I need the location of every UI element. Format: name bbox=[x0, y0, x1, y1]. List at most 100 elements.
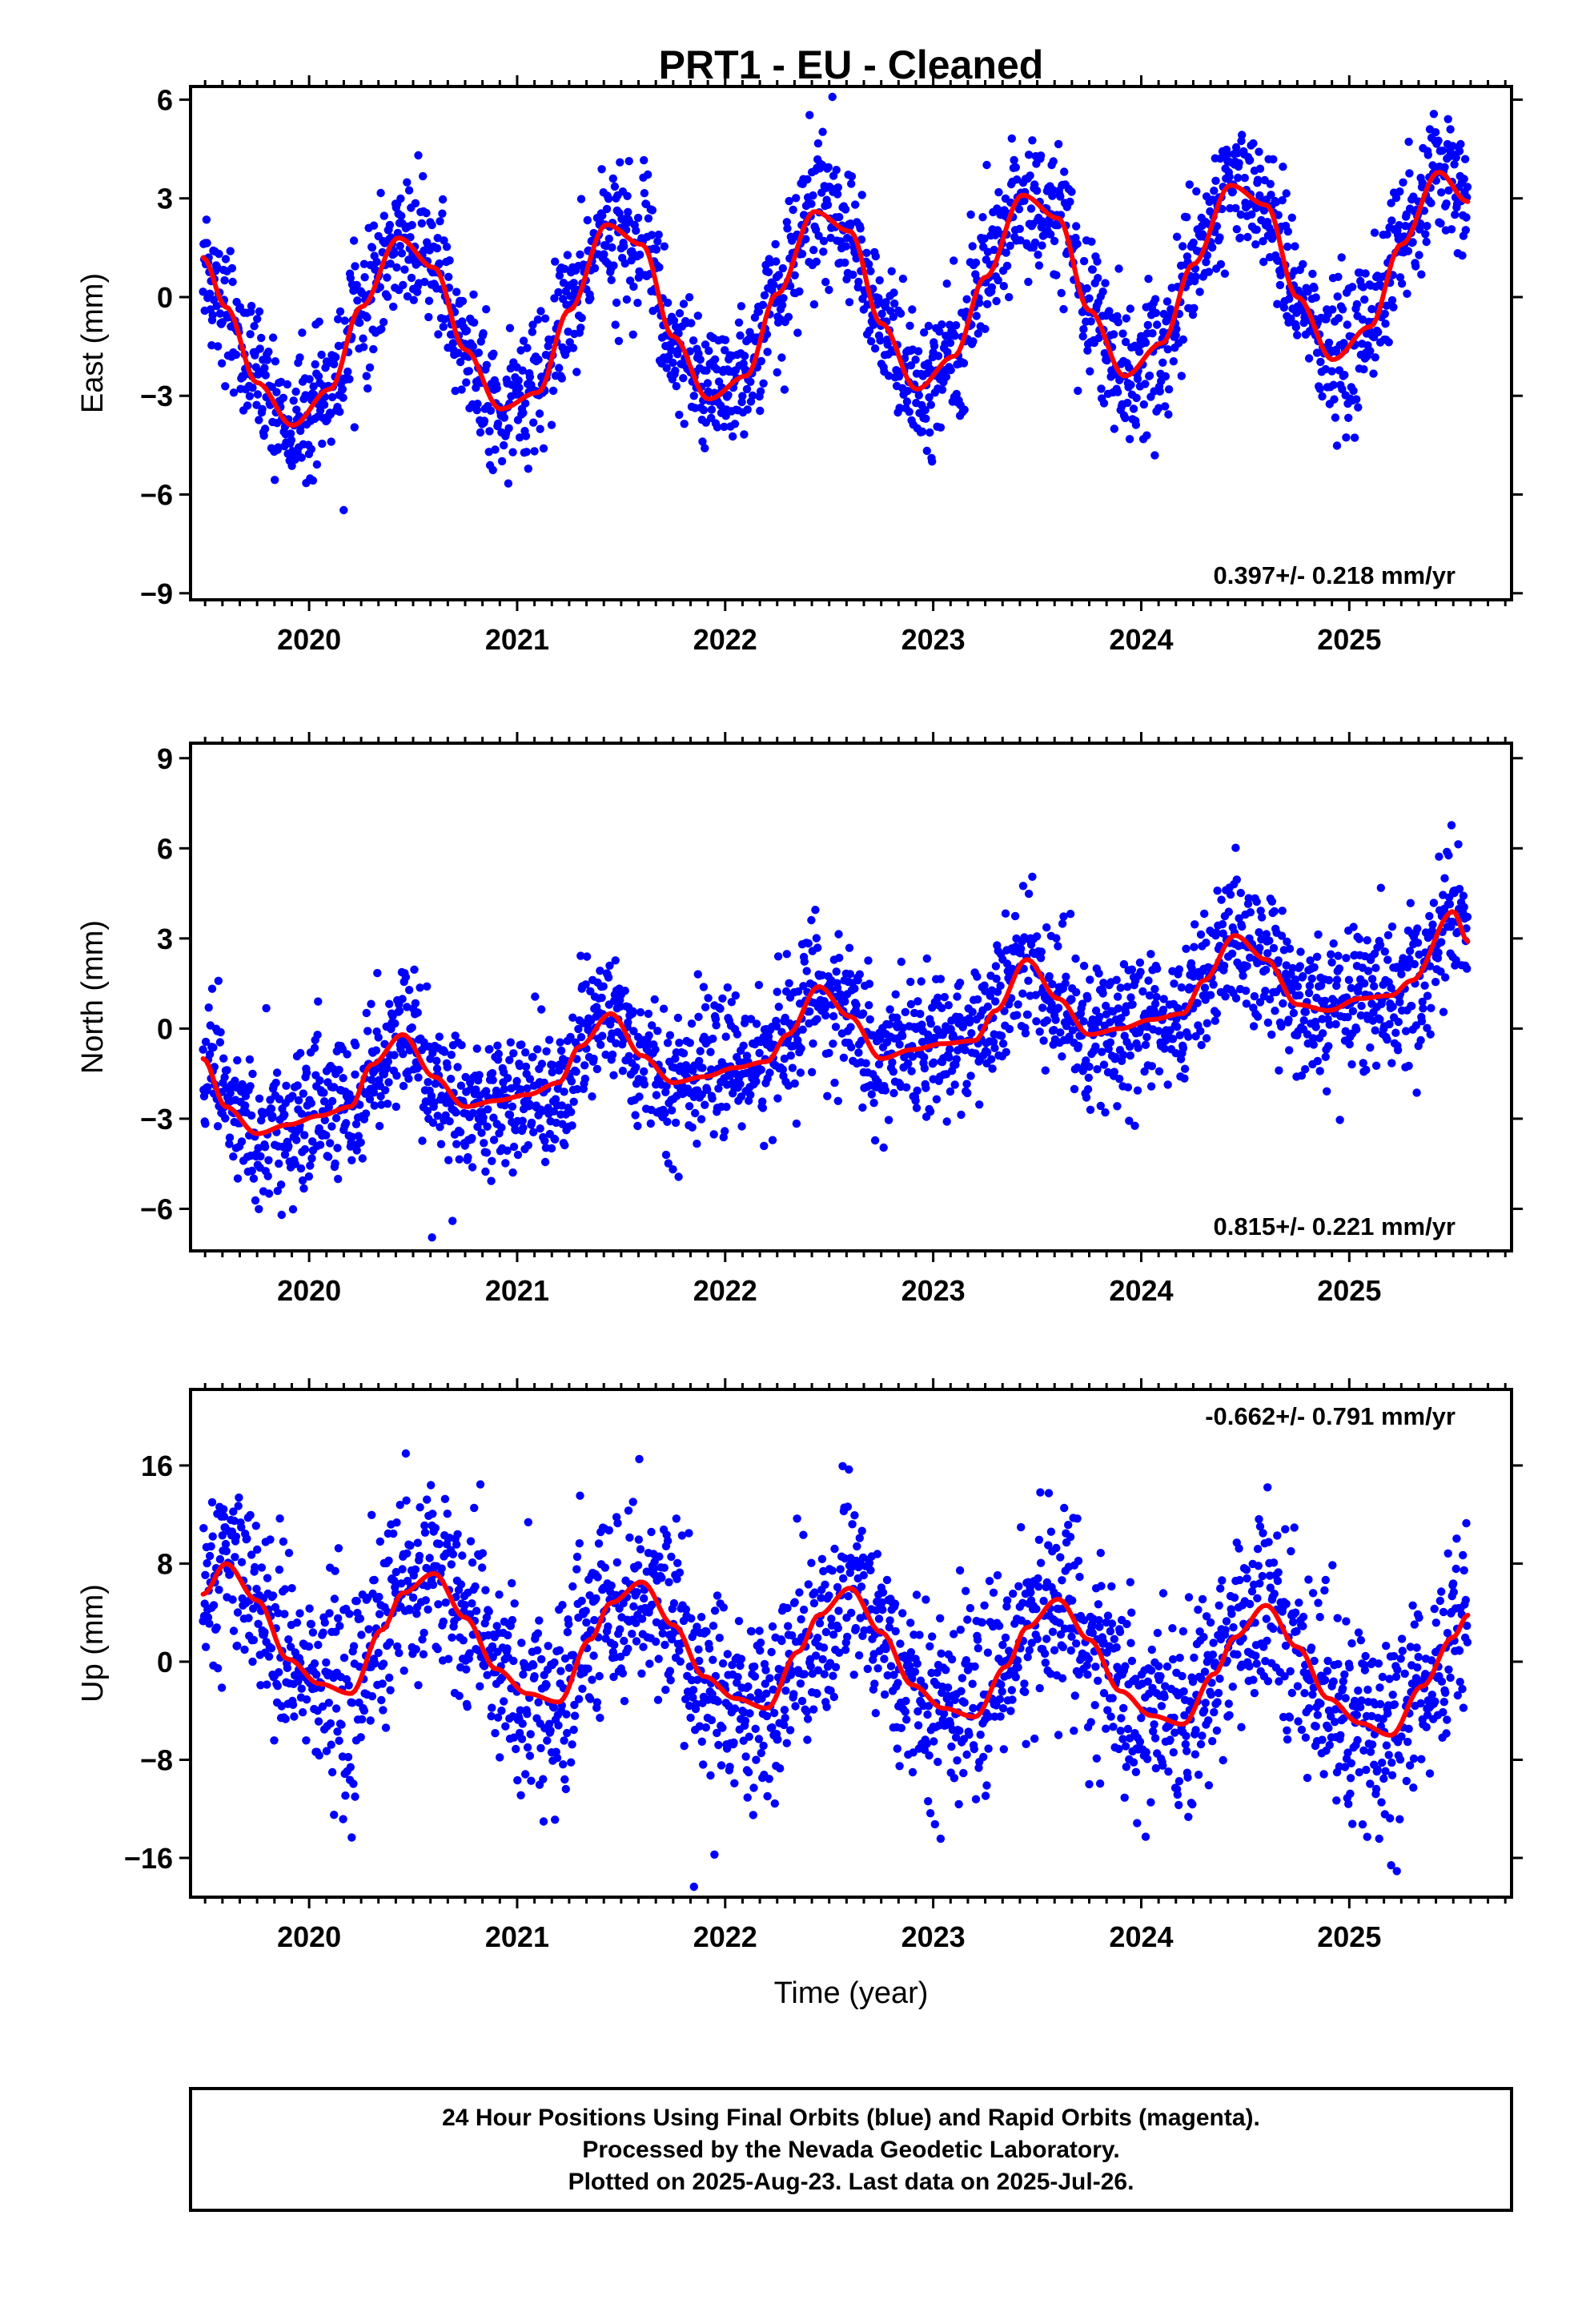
data-point bbox=[736, 331, 745, 340]
data-point bbox=[1331, 1019, 1340, 1029]
data-point bbox=[327, 437, 335, 446]
y-tick-label: 0 bbox=[157, 1012, 173, 1045]
data-point bbox=[774, 1003, 783, 1011]
data-point bbox=[821, 1011, 830, 1020]
data-point bbox=[1126, 304, 1135, 313]
data-point bbox=[1283, 937, 1291, 947]
data-point bbox=[1160, 1044, 1169, 1053]
data-point bbox=[1315, 1067, 1324, 1076]
data-point bbox=[966, 210, 975, 219]
data-point bbox=[809, 246, 818, 255]
data-point bbox=[705, 346, 713, 356]
data-point bbox=[252, 1584, 261, 1594]
data-point bbox=[701, 1100, 709, 1109]
data-point bbox=[846, 1023, 855, 1031]
data-point bbox=[477, 1128, 486, 1137]
data-point bbox=[877, 309, 886, 319]
data-point bbox=[689, 336, 698, 345]
data-point bbox=[480, 416, 489, 425]
data-point bbox=[473, 1122, 482, 1132]
data-point bbox=[942, 1117, 951, 1126]
data-point bbox=[555, 364, 564, 372]
data-point bbox=[805, 1007, 814, 1016]
data-point bbox=[1311, 293, 1320, 302]
data-point bbox=[255, 307, 264, 316]
data-point bbox=[361, 1109, 371, 1118]
data-point bbox=[831, 1023, 841, 1031]
data-point bbox=[1339, 339, 1348, 348]
data-point bbox=[1191, 272, 1200, 281]
data-point bbox=[814, 231, 823, 240]
data-point bbox=[203, 1083, 212, 1092]
data-point bbox=[702, 366, 711, 375]
data-point bbox=[1163, 1080, 1172, 1089]
data-point bbox=[505, 1110, 515, 1120]
data-point bbox=[1125, 1116, 1134, 1125]
data-point bbox=[319, 400, 329, 409]
data-point bbox=[1150, 999, 1160, 1008]
data-point bbox=[528, 328, 536, 336]
data-point bbox=[1361, 269, 1370, 278]
data-point bbox=[267, 1104, 276, 1113]
data-point bbox=[1274, 956, 1283, 965]
data-point bbox=[479, 329, 488, 338]
data-point bbox=[1036, 151, 1046, 160]
data-point bbox=[1099, 399, 1109, 408]
data-point bbox=[1153, 320, 1162, 329]
data-point bbox=[1091, 1042, 1100, 1051]
data-point bbox=[1259, 257, 1268, 267]
data-point bbox=[1170, 979, 1178, 988]
data-point bbox=[458, 296, 468, 306]
data-point bbox=[622, 295, 632, 304]
data-point bbox=[1212, 222, 1222, 231]
data-point bbox=[1412, 1088, 1421, 1097]
data-point bbox=[1255, 147, 1263, 156]
data-point bbox=[505, 324, 515, 332]
x-tick-label: 2021 bbox=[485, 623, 549, 656]
data-point bbox=[930, 1058, 938, 1067]
data-point bbox=[314, 997, 323, 1006]
data-point bbox=[379, 211, 388, 220]
data-point bbox=[624, 207, 632, 216]
data-point bbox=[906, 999, 916, 1009]
data-point bbox=[375, 1537, 384, 1546]
data-point bbox=[219, 1512, 229, 1521]
data-point bbox=[693, 970, 702, 979]
data-point bbox=[312, 460, 322, 469]
data-point bbox=[1082, 1056, 1090, 1065]
data-point bbox=[379, 1706, 387, 1715]
data-point bbox=[297, 1684, 306, 1693]
data-point bbox=[847, 179, 856, 188]
data-point bbox=[225, 1570, 235, 1579]
data-point bbox=[867, 1090, 877, 1099]
data-point bbox=[1463, 183, 1472, 191]
data-point bbox=[689, 392, 698, 400]
data-point bbox=[1130, 1121, 1139, 1131]
data-point bbox=[576, 324, 585, 332]
data-point bbox=[597, 993, 606, 1003]
data-point bbox=[366, 1716, 375, 1725]
data-point bbox=[1079, 961, 1089, 971]
data-point bbox=[823, 1092, 832, 1100]
data-point bbox=[1196, 1027, 1205, 1035]
data-point bbox=[399, 280, 408, 290]
data-point bbox=[1228, 187, 1238, 196]
data-point bbox=[201, 1037, 211, 1047]
data-point bbox=[1288, 963, 1297, 973]
data-point bbox=[950, 256, 958, 265]
data-point bbox=[1250, 991, 1259, 1001]
data-point bbox=[813, 943, 822, 952]
data-point bbox=[758, 1097, 767, 1106]
data-point bbox=[866, 267, 875, 275]
data-point bbox=[633, 299, 642, 308]
data-point bbox=[1086, 975, 1094, 984]
data-point bbox=[199, 287, 207, 296]
data-point bbox=[1387, 983, 1395, 992]
data-point bbox=[320, 1116, 329, 1125]
data-point bbox=[385, 1638, 395, 1647]
data-point bbox=[987, 283, 997, 292]
data-point bbox=[1208, 195, 1218, 204]
data-point bbox=[1407, 1002, 1416, 1011]
data-point bbox=[798, 1025, 807, 1034]
data-point bbox=[648, 1021, 656, 1030]
